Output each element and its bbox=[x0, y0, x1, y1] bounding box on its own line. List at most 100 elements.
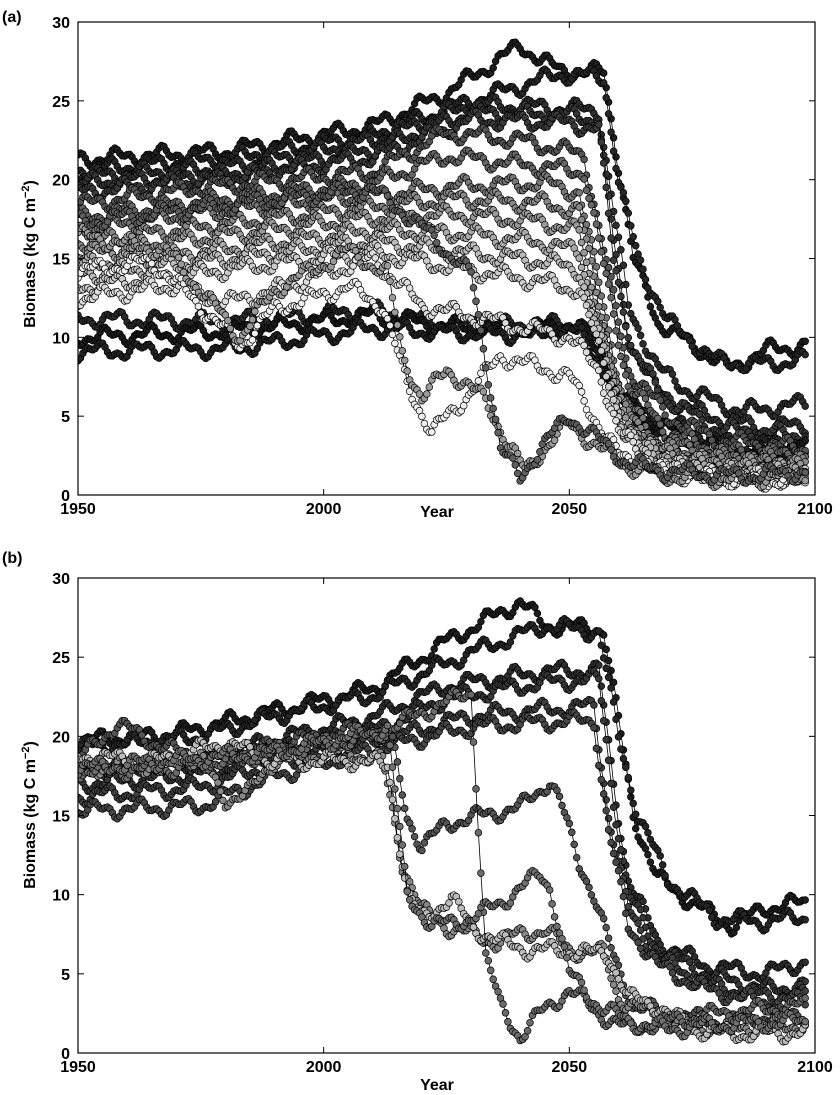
data-point bbox=[609, 396, 618, 404]
data-point bbox=[612, 416, 620, 425]
data-point bbox=[604, 192, 613, 200]
data-point bbox=[607, 293, 615, 302]
data-point bbox=[592, 288, 601, 297]
data-point bbox=[582, 301, 591, 310]
data-point bbox=[602, 94, 610, 102]
data-point bbox=[595, 234, 603, 242]
data-point bbox=[595, 366, 603, 375]
data-point bbox=[612, 327, 620, 335]
data-point bbox=[575, 226, 583, 234]
data-point bbox=[614, 341, 623, 350]
data-point bbox=[614, 278, 623, 287]
data-point bbox=[622, 197, 630, 206]
data-point bbox=[599, 79, 608, 87]
data-point bbox=[609, 310, 618, 318]
data-point bbox=[489, 64, 497, 72]
data-point bbox=[585, 310, 593, 319]
data-point bbox=[597, 138, 606, 147]
data-point bbox=[592, 262, 601, 271]
data-point bbox=[592, 220, 601, 228]
data-point bbox=[577, 263, 586, 272]
data-point bbox=[595, 337, 603, 345]
data-point bbox=[627, 222, 635, 230]
data-point bbox=[612, 164, 620, 173]
data-point bbox=[577, 323, 586, 332]
data-point bbox=[597, 378, 606, 386]
data-point bbox=[641, 275, 650, 284]
data-point bbox=[622, 322, 630, 331]
data-point bbox=[622, 371, 630, 379]
data-point bbox=[668, 370, 677, 378]
data-point bbox=[801, 402, 809, 410]
data-point bbox=[629, 233, 637, 241]
data-point bbox=[614, 318, 623, 326]
data-point bbox=[658, 428, 667, 436]
data-point bbox=[619, 308, 628, 316]
data-point bbox=[599, 259, 608, 268]
data-point bbox=[577, 238, 586, 247]
data-point bbox=[656, 396, 664, 404]
data-point bbox=[580, 330, 588, 338]
data-point bbox=[636, 256, 645, 264]
data-point bbox=[599, 69, 608, 77]
data-point bbox=[580, 248, 588, 257]
data-point bbox=[580, 175, 588, 183]
data-point bbox=[595, 278, 603, 287]
data-point bbox=[590, 209, 598, 217]
data-point bbox=[582, 186, 591, 195]
data-point bbox=[580, 293, 588, 302]
data-point bbox=[646, 302, 655, 311]
data-point bbox=[801, 350, 809, 359]
data-point bbox=[651, 378, 660, 386]
data-point bbox=[592, 330, 601, 338]
data-point bbox=[612, 221, 620, 230]
data-point bbox=[602, 183, 610, 192]
data-point bbox=[612, 301, 620, 310]
data-point bbox=[597, 248, 606, 256]
data-point bbox=[607, 128, 615, 136]
data-point bbox=[604, 280, 613, 288]
data-point bbox=[599, 151, 608, 160]
data-point bbox=[629, 438, 637, 446]
data-point bbox=[649, 370, 657, 378]
data-point bbox=[575, 203, 583, 211]
plot-area-a bbox=[78, 38, 809, 493]
data-point bbox=[801, 436, 809, 444]
data-point bbox=[582, 258, 591, 267]
data-point bbox=[639, 340, 647, 348]
data-point bbox=[609, 256, 618, 264]
data-point bbox=[624, 209, 633, 217]
data-point bbox=[609, 147, 618, 156]
data-point bbox=[658, 403, 667, 411]
data-point bbox=[580, 341, 588, 350]
data-point bbox=[577, 215, 586, 224]
data-point bbox=[604, 209, 613, 218]
data-point bbox=[604, 383, 613, 391]
data-point bbox=[801, 337, 809, 346]
data-point bbox=[661, 411, 669, 419]
data-point bbox=[698, 416, 706, 424]
data-point bbox=[627, 341, 635, 350]
data-point bbox=[602, 170, 610, 178]
data-point bbox=[639, 265, 647, 273]
data-point bbox=[597, 347, 606, 355]
data-point bbox=[599, 159, 608, 167]
data-point bbox=[599, 359, 608, 367]
data-point bbox=[641, 394, 650, 403]
data-point bbox=[602, 269, 610, 278]
data-point bbox=[575, 254, 583, 262]
data-point bbox=[602, 372, 610, 381]
data-point bbox=[612, 267, 620, 275]
data-point bbox=[636, 331, 645, 340]
data-point bbox=[609, 286, 618, 294]
data-point bbox=[631, 241, 640, 250]
data-point bbox=[617, 352, 625, 361]
data-point bbox=[580, 155, 588, 164]
data-point bbox=[656, 420, 664, 429]
data-point bbox=[609, 409, 618, 418]
data-point bbox=[617, 332, 625, 341]
data-point bbox=[587, 201, 596, 209]
data-point bbox=[671, 377, 679, 385]
data-point bbox=[619, 361, 628, 370]
